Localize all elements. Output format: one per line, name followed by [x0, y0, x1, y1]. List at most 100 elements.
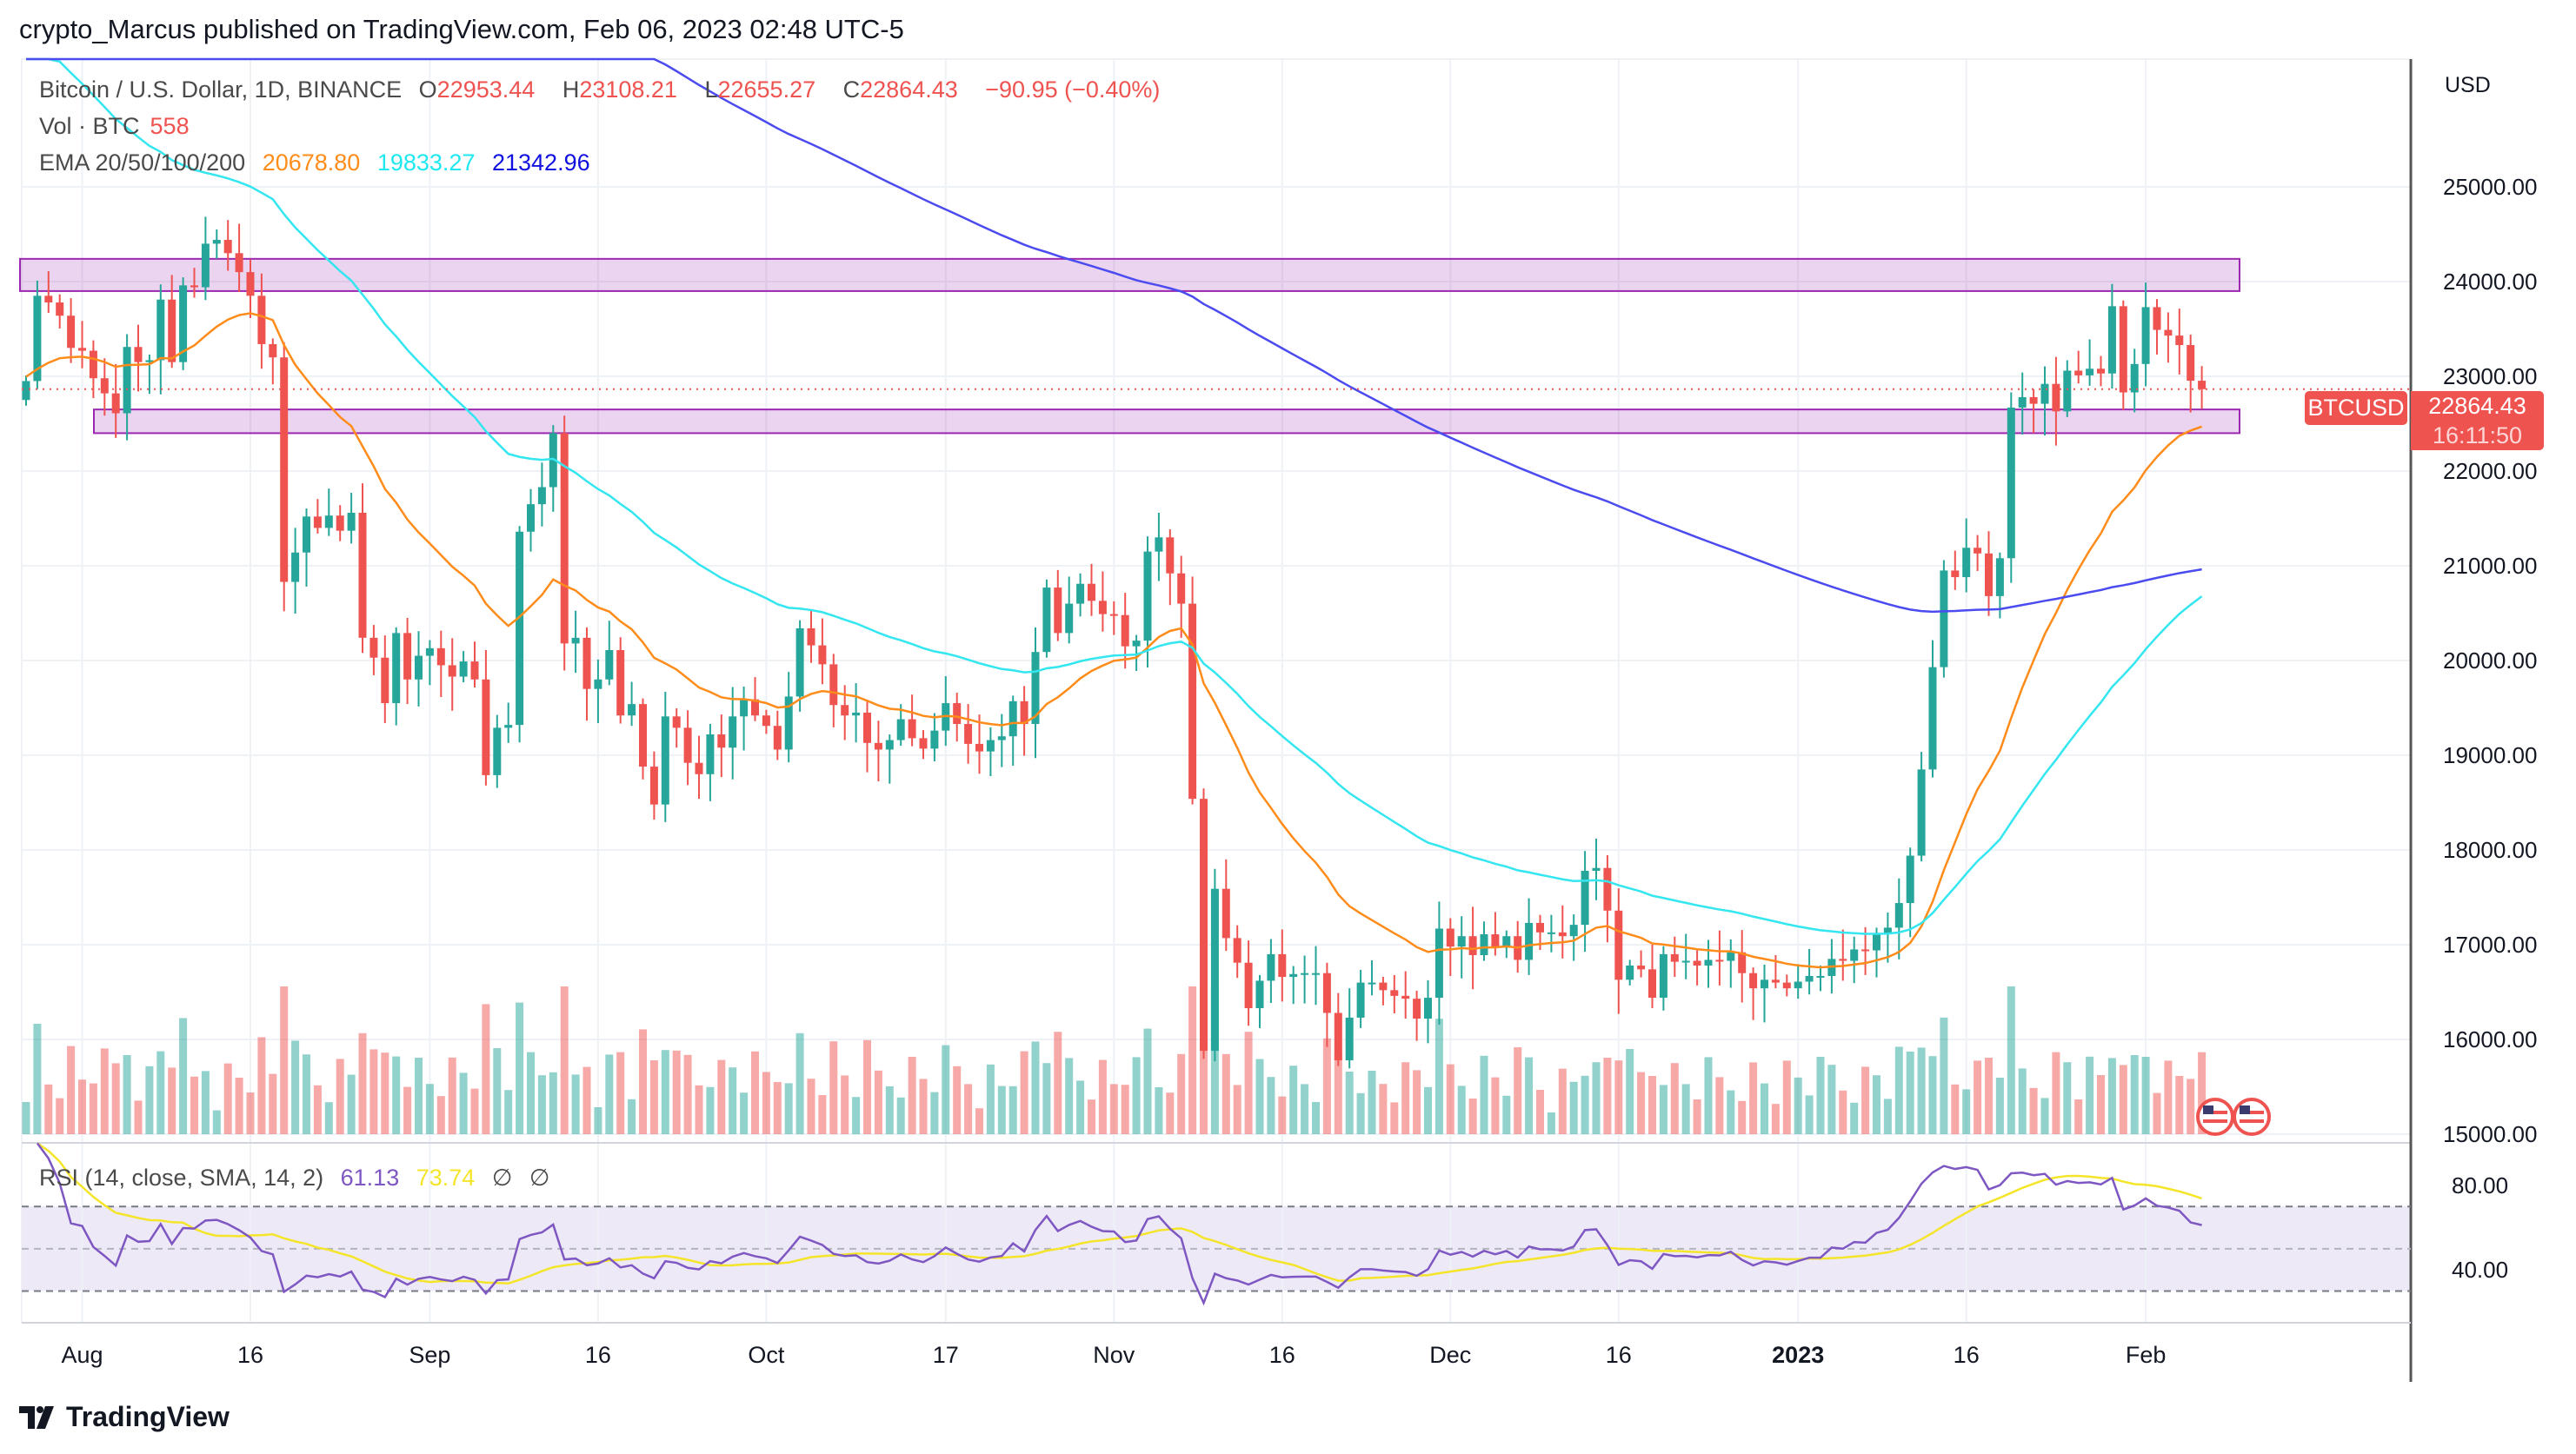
- candle-body: [683, 727, 692, 763]
- candle-body: [908, 719, 916, 739]
- candle-body: [381, 657, 389, 704]
- volume-bar: [67, 1046, 76, 1134]
- volume-bar: [2175, 1076, 2184, 1134]
- volume-bar: [605, 1054, 614, 1134]
- candle-body: [1121, 614, 1129, 647]
- bar-countdown: 16:11:50: [2432, 422, 2523, 448]
- rsi-tick-label: 40.00: [2452, 1257, 2508, 1283]
- candle-body: [1434, 928, 1443, 999]
- ema-label[interactable]: EMA 20/50/100/200: [39, 149, 246, 176]
- candle-body: [706, 734, 715, 774]
- volume-bar: [1221, 1053, 1230, 1134]
- time-tick-label: Nov: [1093, 1342, 1135, 1368]
- ema-legend: EMA 20/50/100/200 20678.80 19833.27 2134…: [39, 149, 601, 176]
- volume-bar: [1267, 1077, 1275, 1134]
- volume-bar: [212, 1110, 221, 1134]
- time-tick-label: Oct: [748, 1342, 785, 1368]
- symbol-name[interactable]: Bitcoin / U.S. Dollar, 1D, BINANCE: [39, 76, 403, 103]
- volume-bar: [493, 1048, 502, 1134]
- volume-bar: [123, 1055, 131, 1134]
- ema20-value: 20678.80: [262, 149, 361, 176]
- candle-body: [100, 378, 109, 394]
- volume-bar: [874, 1070, 882, 1134]
- candle-body: [1558, 932, 1567, 937]
- candle-body: [2052, 383, 2060, 412]
- volume-bar: [807, 1079, 815, 1134]
- volume-bar: [280, 986, 289, 1134]
- price-tick-label: 15000.00: [2443, 1121, 2537, 1147]
- candle-body: [1648, 969, 1656, 999]
- volume-bar: [795, 1032, 804, 1134]
- rsi-label[interactable]: RSI (14, close, SMA, 14, 2): [39, 1165, 324, 1191]
- volume-bar: [1659, 1085, 1667, 1134]
- time-tick-label: 16: [1954, 1342, 1980, 1368]
- volume-bar: [2007, 986, 2015, 1134]
- volume-bar: [1693, 1099, 1701, 1134]
- volume-bar: [841, 1075, 849, 1134]
- publisher-line: crypto_Marcus published on TradingView.c…: [19, 14, 904, 44]
- candle-body: [1940, 570, 1948, 667]
- volume-bar: [639, 1029, 647, 1134]
- candle-body: [1334, 1012, 1342, 1060]
- candle-body: [403, 633, 412, 680]
- volume-bar: [44, 1084, 53, 1134]
- candle-body: [212, 240, 221, 244]
- candle-body: [1715, 959, 1724, 962]
- volume-bar: [1088, 1099, 1095, 1134]
- volume-bar: [1670, 1063, 1679, 1134]
- volume-bar: [1312, 1102, 1320, 1134]
- volume-bar: [1603, 1058, 1612, 1134]
- volume-bar: [1491, 1077, 1500, 1134]
- volume-bar: [436, 1096, 445, 1134]
- candle-body: [415, 655, 423, 680]
- volume-bar: [1648, 1076, 1656, 1134]
- candle-body: [2018, 396, 2027, 408]
- candle-body: [2086, 368, 2094, 375]
- candle-body: [2074, 370, 2083, 375]
- volume-bar: [616, 1052, 625, 1134]
- volume-bar: [1794, 1077, 1802, 1134]
- volume-label[interactable]: Vol · BTC: [39, 113, 140, 139]
- volume-bar: [1233, 1085, 1241, 1134]
- candle-body: [1906, 855, 1914, 904]
- price-tick-label: 19000.00: [2443, 742, 2537, 768]
- volume-bar: [358, 1032, 367, 1134]
- volume-bar: [1322, 1038, 1331, 1134]
- volume-bar: [1749, 1062, 1758, 1134]
- candle-body: [1525, 922, 1534, 960]
- tradingview-logo[interactable]: TradingView: [19, 1401, 230, 1433]
- volume-bar: [2141, 1057, 2150, 1134]
- candle-body: [1794, 981, 1802, 989]
- volume-bar: [1525, 1057, 1534, 1134]
- volume-bar: [649, 1060, 658, 1134]
- candle-body: [885, 740, 894, 750]
- candle-body: [1155, 537, 1163, 552]
- candle-body: [1177, 573, 1186, 604]
- ema200-value: 21342.96: [491, 149, 590, 176]
- us-flag-icon: [2233, 1098, 2271, 1136]
- candle-body: [1603, 867, 1612, 911]
- candle-body: [605, 650, 614, 680]
- volume-bar: [1289, 1066, 1298, 1134]
- volume-bar: [1626, 1049, 1634, 1134]
- volume-bar: [661, 1050, 669, 1134]
- candle-body: [78, 348, 86, 351]
- candle-body: [1088, 583, 1095, 601]
- candle-body: [134, 347, 143, 362]
- ohlc-high-label: H: [562, 76, 580, 103]
- candle-body: [1693, 960, 1701, 966]
- volume-bar: [1468, 1099, 1477, 1134]
- candle-body: [527, 504, 535, 532]
- candle-body: [773, 726, 782, 750]
- candle-body: [1839, 959, 1847, 961]
- candle-body: [751, 699, 759, 716]
- candle-body: [313, 516, 322, 528]
- volume-bar: [1547, 1112, 1555, 1134]
- candle-body: [639, 704, 647, 767]
- candle-body: [459, 661, 468, 677]
- volume-bar: [1143, 1028, 1152, 1134]
- volume-bar: [1457, 1086, 1466, 1134]
- volume-bar: [336, 1059, 344, 1134]
- candle-body: [145, 360, 154, 362]
